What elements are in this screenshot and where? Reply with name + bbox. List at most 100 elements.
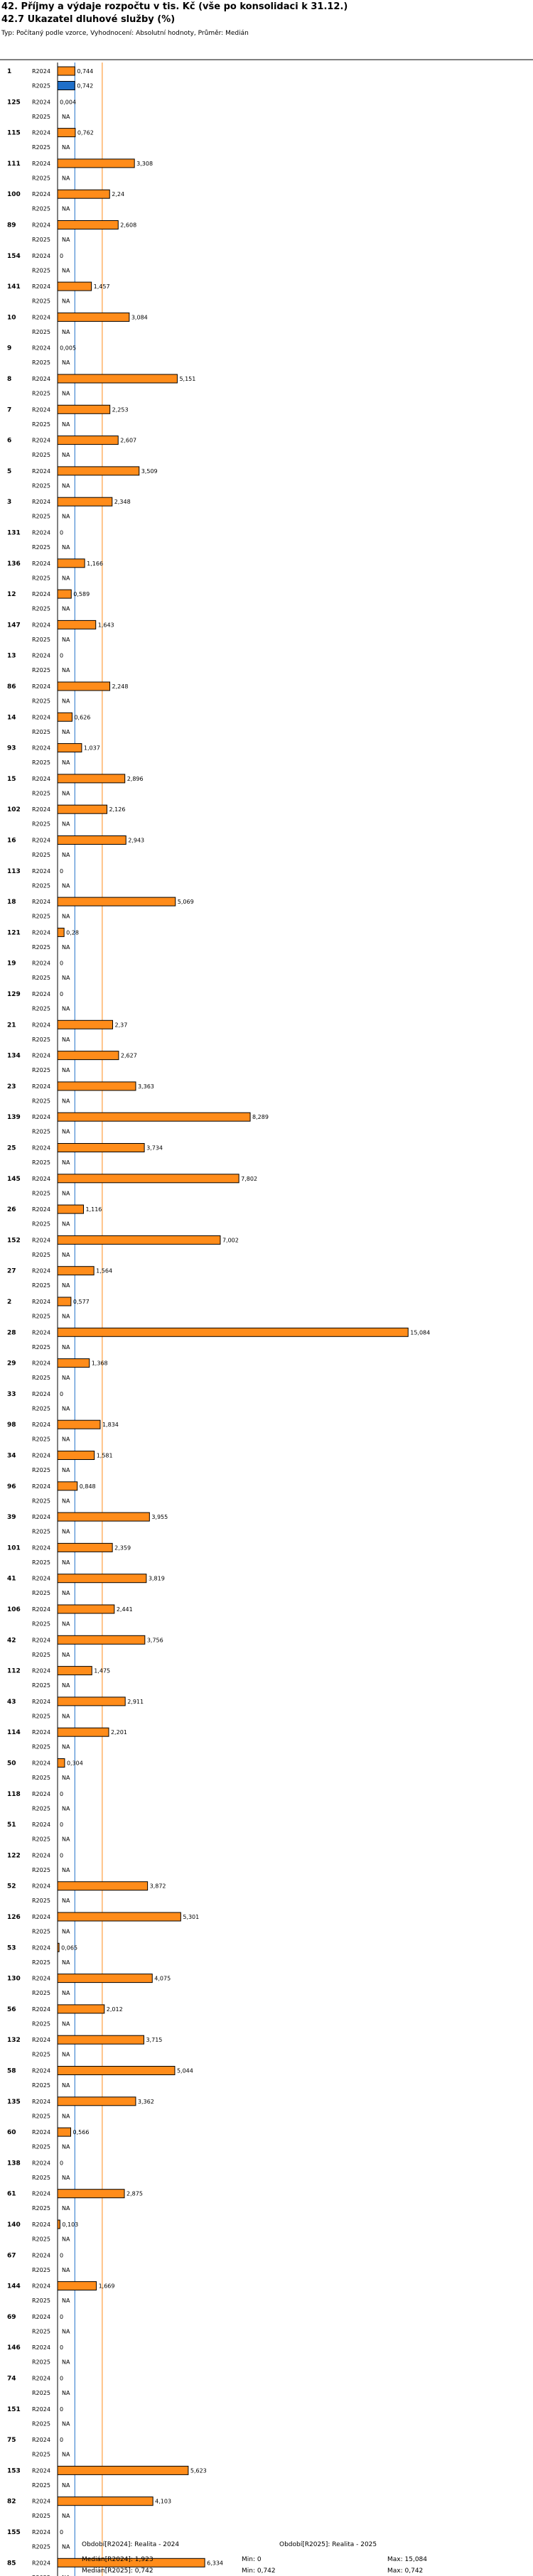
series-label: R2024 [32, 1360, 50, 1367]
category-label: 13 [7, 653, 16, 660]
bar-r2024 [57, 558, 85, 568]
series-label: R2024 [32, 2037, 50, 2043]
series-label: R2025 [32, 298, 50, 305]
data-label-missing: NA [62, 1959, 70, 1966]
data-label-missing: NA [62, 975, 70, 981]
data-label: 0,577 [73, 1299, 90, 1305]
series-label: R2025 [32, 2175, 50, 2181]
series-label: R2025 [32, 359, 50, 366]
series-label: R2025 [32, 2205, 50, 2212]
series-label: R2024 [32, 1944, 50, 1951]
legend-min-2025: Min: 0,742 [242, 2567, 276, 2575]
legend-series-2024: Období[R2024]: Realita - 2024 [82, 2541, 180, 2548]
category-label: 16 [7, 838, 16, 845]
series-label: R2024 [32, 745, 50, 752]
data-label: 3,819 [149, 1576, 165, 1582]
data-label: 0 [60, 1791, 63, 1797]
series-label: R2025 [32, 2236, 50, 2243]
data-label-missing: NA [62, 790, 70, 796]
bar-r2024 [57, 1451, 95, 1460]
series-label: R2024 [32, 1637, 50, 1643]
series-label: R2024 [32, 1145, 50, 1152]
series-label: R2025 [32, 944, 50, 951]
series-label: R2024 [32, 1699, 50, 1705]
series-label: R2024 [32, 806, 50, 813]
data-label: 1,581 [97, 1453, 113, 1459]
data-label-missing: NA [62, 1898, 70, 1904]
series-label: R2025 [32, 2420, 50, 2427]
category-label: 1 [7, 68, 11, 75]
series-label: R2024 [32, 899, 50, 905]
category-label: 122 [7, 1852, 21, 1859]
data-label-missing: NA [62, 2020, 70, 2027]
series-label: R2025 [32, 2267, 50, 2273]
bar-r2024 [57, 1266, 95, 1276]
category-label: 112 [7, 1668, 21, 1675]
category-label: 135 [7, 2099, 21, 2106]
data-label-missing: NA [62, 391, 70, 397]
data-label-missing: NA [62, 667, 70, 673]
series-label: R2025 [32, 1805, 50, 1812]
series-label: R2025 [32, 1282, 50, 1289]
series-label: R2024 [32, 838, 50, 844]
data-label: 0 [60, 868, 63, 875]
series-label: R2024 [32, 1483, 50, 1490]
data-label: 1,368 [92, 1360, 108, 1367]
series-label: R2025 [32, 391, 50, 397]
bar-r2024 [57, 374, 178, 384]
data-label: 4,075 [154, 1976, 171, 1982]
series-label: R2025 [32, 1867, 50, 1873]
bar-r2024 [57, 589, 72, 599]
series-label: R2024 [32, 499, 50, 505]
data-label-missing: NA [62, 1498, 70, 1504]
data-label-missing: NA [62, 2113, 70, 2119]
category-label: 39 [7, 1514, 16, 1521]
bar-r2024 [57, 2127, 72, 2137]
series-label: R2024 [32, 406, 50, 413]
bar-r2024 [57, 1604, 115, 1614]
data-label: 0,762 [77, 130, 94, 136]
series-label: R2024 [32, 191, 50, 197]
data-label-missing: NA [62, 1129, 70, 1135]
bar-r2024 [57, 1327, 409, 1337]
data-label-missing: NA [62, 482, 70, 489]
category-label: 74 [7, 2376, 16, 2383]
series-label: R2025 [32, 975, 50, 981]
series-label: R2025 [32, 1990, 50, 1996]
category-label: 126 [7, 1914, 21, 1921]
data-label-missing: NA [62, 2298, 70, 2304]
category-label: 111 [7, 161, 21, 168]
category-label: 132 [7, 2037, 21, 2044]
data-label: 2,911 [127, 1699, 144, 1705]
category-label: 85 [7, 2560, 16, 2567]
bar-r2024 [57, 435, 119, 445]
bar-r2024 [57, 1481, 78, 1491]
category-label: 121 [7, 929, 21, 936]
series-label: R2024 [32, 438, 50, 444]
data-label: 0 [60, 2160, 63, 2166]
bar-r2024 [57, 66, 75, 76]
bar-r2024 [57, 312, 130, 322]
data-label: 1,166 [87, 561, 103, 567]
data-label: 2,253 [112, 406, 129, 413]
series-label: R2025 [32, 1067, 50, 1073]
page-title: 42. Příjmy a výdaje rozpočtu v tis. Kč (… [1, 1, 348, 12]
data-label-missing: NA [62, 298, 70, 305]
series-label: R2024 [32, 2160, 50, 2166]
category-label: 67 [7, 2252, 16, 2259]
series-label: R2025 [32, 206, 50, 212]
bar-r2024 [57, 1297, 72, 1306]
series-label: R2024 [32, 253, 50, 259]
series-label: R2025 [32, 2082, 50, 2089]
bar-r2024 [57, 804, 108, 814]
category-label: 2 [7, 1299, 11, 1306]
data-label: 0 [60, 653, 63, 659]
data-label: 1,564 [96, 1268, 112, 1275]
data-label: 3,872 [150, 1883, 166, 1890]
category-label: 28 [7, 1329, 16, 1336]
series-label: R2024 [32, 99, 50, 105]
series-label: R2025 [32, 852, 50, 858]
data-label-missing: NA [62, 206, 70, 212]
category-label: 10 [7, 314, 16, 321]
series-label: R2024 [32, 1576, 50, 1582]
